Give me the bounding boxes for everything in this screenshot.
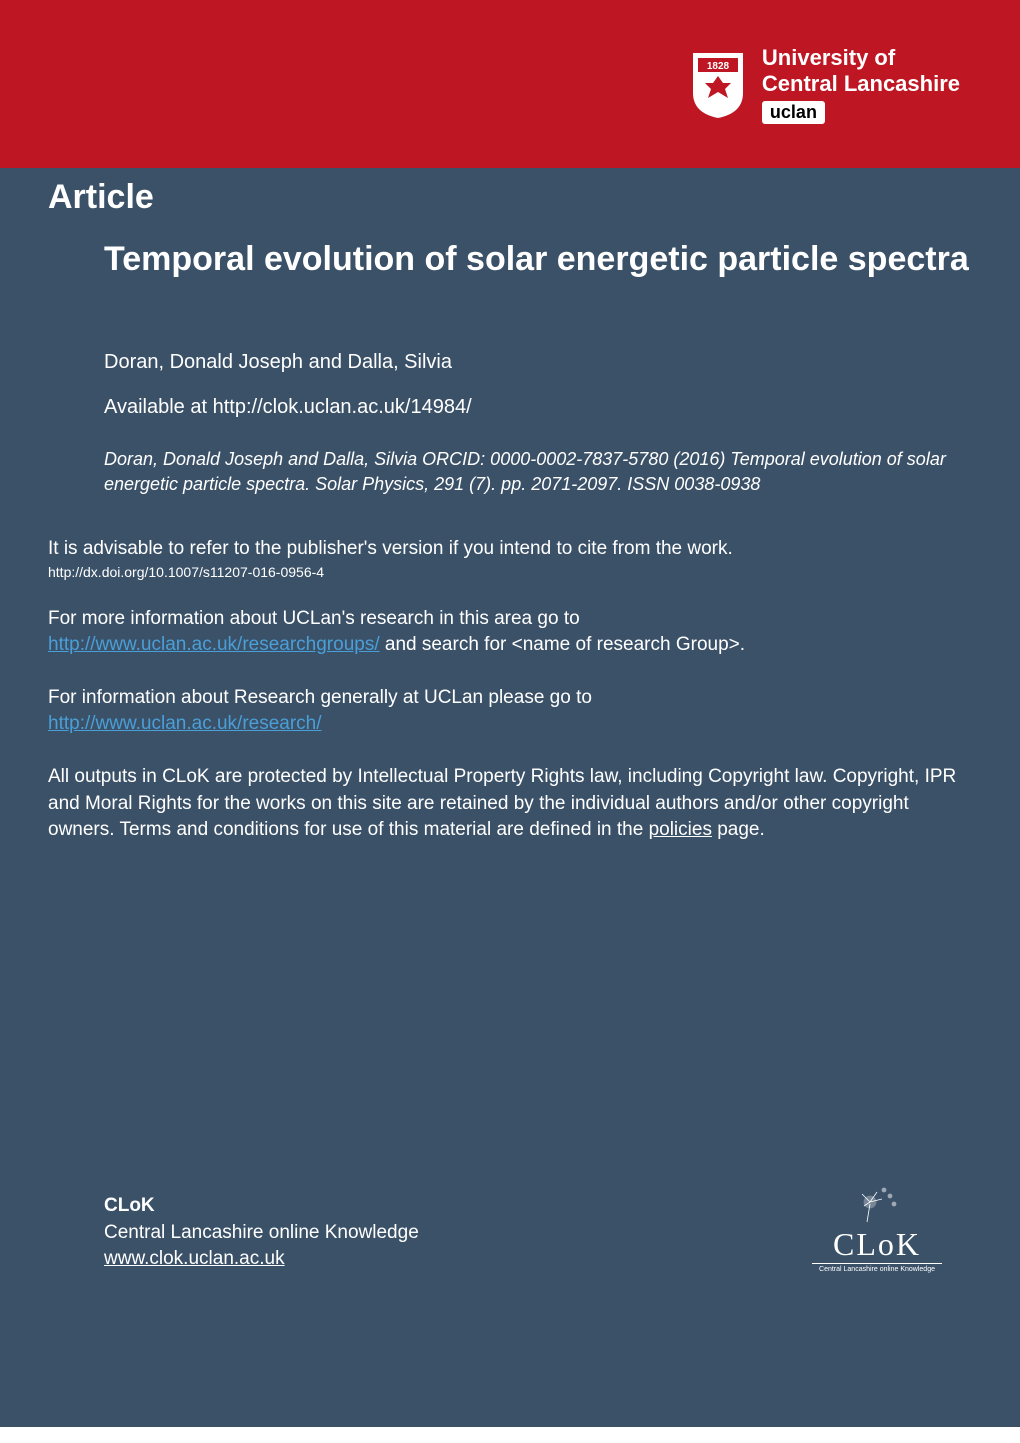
copyright-text: All outputs in CLoK are protected by Int… (48, 766, 956, 840)
availability: Available at http://clok.uclan.ac.uk/149… (104, 396, 972, 419)
header-banner: 1828 University of Central Lancashire uc… (0, 0, 1020, 168)
university-name-line2: Central Lancashire (762, 71, 960, 97)
university-name-line1: University of (762, 45, 960, 71)
document-type-label: Article (0, 168, 1020, 227)
citation: Doran, Donald Joseph and Dalla, Silvia O… (104, 447, 972, 497)
clok-label: CLoK (104, 1193, 419, 1220)
info1-prefix: For more information about UCLan's resea… (48, 608, 580, 629)
university-logo: 1828 University of Central Lancashire uc… (688, 45, 960, 124)
available-url: http://clok.uclan.ac.uk/14984/ (213, 396, 472, 418)
info1-suffix: and search for <name of research Group>. (380, 634, 745, 655)
research-link[interactable]: http://www.uclan.ac.uk/research/ (48, 713, 322, 734)
doi-link[interactable]: http://dx.doi.org/10.1007/s11207-016-095… (48, 564, 972, 580)
clok-description: Central Lancashire online Knowledge (104, 1220, 419, 1247)
authors: Doran, Donald Joseph and Dalla, Silvia (104, 351, 972, 374)
clok-logo-text: CLoK (812, 1226, 942, 1263)
university-name: University of Central Lancashire uclan (762, 45, 960, 124)
advisory-text: It is advisable to refer to the publishe… (48, 538, 972, 560)
university-tag: uclan (762, 101, 825, 124)
clok-logo: CLoK Central Lancashire online Knowledge (812, 1184, 942, 1273)
policies-link[interactable]: policies (649, 819, 712, 840)
clok-url-link[interactable]: www.clok.uclan.ac.uk (104, 1248, 285, 1269)
copyright-suffix: page. (712, 819, 765, 840)
dandelion-icon (852, 1184, 902, 1224)
research-groups-link[interactable]: http://www.uclan.ac.uk/researchgroups/ (48, 634, 380, 655)
available-prefix: Available at (104, 396, 213, 418)
article-title: Temporal evolution of solar energetic pa… (104, 237, 972, 281)
research-group-info: For more information about UCLan's resea… (48, 606, 972, 659)
svg-text:1828: 1828 (707, 61, 730, 72)
shield-icon: 1828 (688, 48, 748, 120)
info2-prefix: For information about Research generally… (48, 687, 592, 708)
copyright-notice: All outputs in CLoK are protected by Int… (48, 764, 972, 844)
main-content: Temporal evolution of solar energetic pa… (0, 227, 1020, 1427)
footer: CLoK Central Lancashire online Knowledge… (48, 1184, 972, 1273)
clok-logo-subtitle: Central Lancashire online Knowledge (812, 1263, 942, 1273)
footer-text: CLoK Central Lancashire online Knowledge… (104, 1193, 419, 1273)
research-general-info: For information about Research generally… (48, 685, 972, 738)
